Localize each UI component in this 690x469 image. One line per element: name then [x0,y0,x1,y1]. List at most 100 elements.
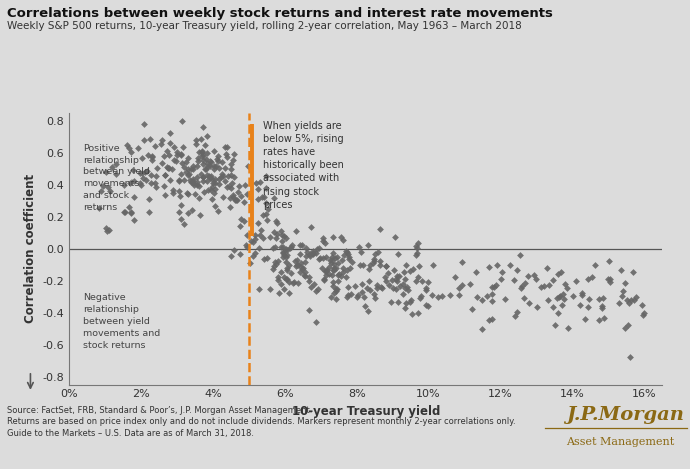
Point [416,292,427,300]
Point [264,233,275,241]
Point [491,281,502,289]
Point [336,256,347,264]
Point [270,218,281,225]
Point [282,264,293,272]
Point [582,276,593,283]
Point [401,283,412,291]
Point [286,243,297,250]
Point [517,283,528,290]
Point [368,290,380,297]
Point [192,179,203,186]
Point [381,262,392,270]
Point [598,314,609,321]
Point [380,262,391,270]
Point [224,203,235,211]
Point [295,268,306,276]
Point [171,148,182,156]
Point [165,176,176,184]
Point [221,183,233,191]
Point [282,252,293,259]
Point [179,163,190,171]
Point [531,276,542,283]
Point [193,182,204,190]
Point [367,259,378,266]
Point [161,147,172,155]
Point [364,278,375,285]
Point [351,293,362,300]
Point [401,299,412,307]
Point [387,284,398,291]
Point [400,304,411,312]
Point [229,247,240,254]
Point [219,165,230,172]
Point [320,253,331,261]
Point [432,294,443,301]
Point [357,288,368,295]
Point [246,238,257,245]
Text: Source: FactSet, FRB, Standard & Poor’s, J.P. Morgan Asset Management.
Returns a: Source: FactSet, FRB, Standard & Poor’s,… [7,406,515,439]
Point [124,144,135,151]
Point [299,258,310,265]
Point [182,166,193,173]
Point [168,189,179,197]
Point [174,209,185,216]
Point [172,151,183,159]
Point [398,268,409,276]
Point [193,155,204,162]
Point [220,151,231,158]
Point [174,177,185,184]
Point [208,163,219,170]
Point [181,159,192,166]
Point [524,299,535,306]
Point [211,155,222,163]
Point [471,268,482,276]
Point [556,302,567,309]
Point [487,290,498,297]
Point [620,324,631,331]
Point [249,231,260,239]
Point [368,255,380,262]
Point [587,274,598,281]
Point [191,181,202,189]
Point [613,299,624,306]
Point [213,157,224,165]
Point [489,283,500,291]
Point [577,289,588,297]
Point [413,263,424,270]
Point [252,185,263,192]
Point [616,292,627,300]
Point [320,272,331,279]
Point [236,215,247,223]
Point [511,266,522,273]
Point [593,317,604,324]
Point [132,144,143,151]
Point [199,165,210,173]
Point [159,182,170,190]
Point [239,182,250,189]
Point [197,157,208,164]
Point [176,170,187,177]
Point [319,275,330,283]
Point [562,285,573,292]
Point [336,272,347,280]
Point [125,148,136,156]
Point [278,249,289,256]
Point [280,245,291,252]
Point [386,276,397,284]
Point [326,271,337,279]
Point [188,178,199,185]
Point [150,183,161,191]
Point [182,190,193,198]
Point [206,173,217,180]
Point [373,249,384,256]
Point [261,184,272,192]
Point [209,176,220,183]
Point [420,287,431,294]
Point [217,193,228,201]
Point [261,199,272,207]
Point [339,251,350,258]
Point [622,321,633,329]
Point [224,194,235,201]
Point [126,209,137,217]
Point [221,153,233,161]
